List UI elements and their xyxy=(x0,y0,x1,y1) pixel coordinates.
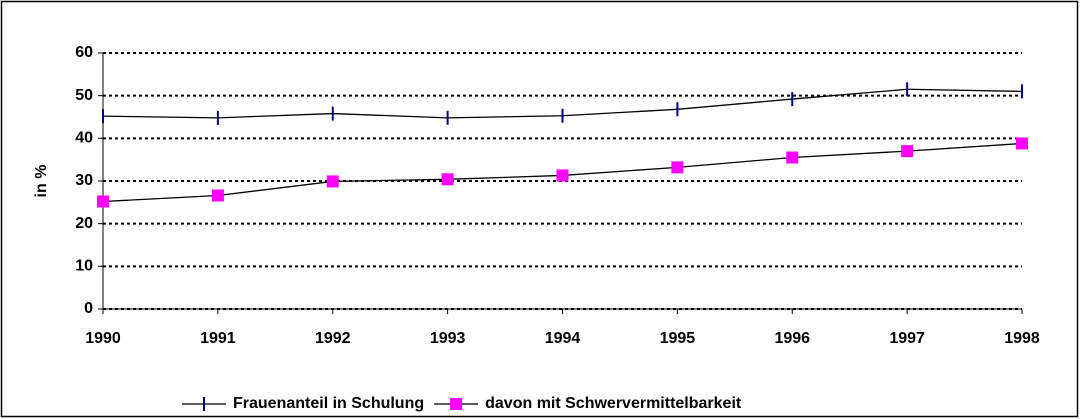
x-tick-label: 1991 xyxy=(200,330,236,347)
marker xyxy=(97,195,109,208)
marker xyxy=(1016,137,1028,150)
marker xyxy=(671,161,684,174)
x-tick-label: 1997 xyxy=(889,330,925,347)
marker xyxy=(901,145,914,158)
x-tick-label: 1990 xyxy=(85,330,121,347)
x-tick-label: 1993 xyxy=(430,330,466,347)
legend-marker xyxy=(450,398,463,410)
legend-label: davon mit Schwervermittelbarkeit xyxy=(485,395,742,412)
marker xyxy=(211,189,224,202)
y-axis-label: in % xyxy=(33,165,50,198)
x-tick-label: 1996 xyxy=(774,330,810,347)
marker xyxy=(326,175,339,188)
y-tick-label: 10 xyxy=(75,258,93,275)
x-tick-label: 1995 xyxy=(660,330,696,347)
y-tick-label: 0 xyxy=(84,300,93,317)
marker xyxy=(441,173,454,186)
marker xyxy=(786,151,799,164)
y-tick-label: 50 xyxy=(75,87,93,104)
y-tick-label: 40 xyxy=(75,130,93,147)
marker xyxy=(556,169,569,182)
y-tick-label: 60 xyxy=(75,44,93,61)
legend-label: Frauenanteil in Schulung xyxy=(233,395,424,412)
x-tick-label: 1994 xyxy=(545,330,581,347)
y-tick-label: 30 xyxy=(75,172,93,189)
x-tick-label: 1992 xyxy=(315,330,351,347)
y-tick-label: 20 xyxy=(75,215,93,232)
x-tick-label: 1998 xyxy=(1004,330,1040,347)
